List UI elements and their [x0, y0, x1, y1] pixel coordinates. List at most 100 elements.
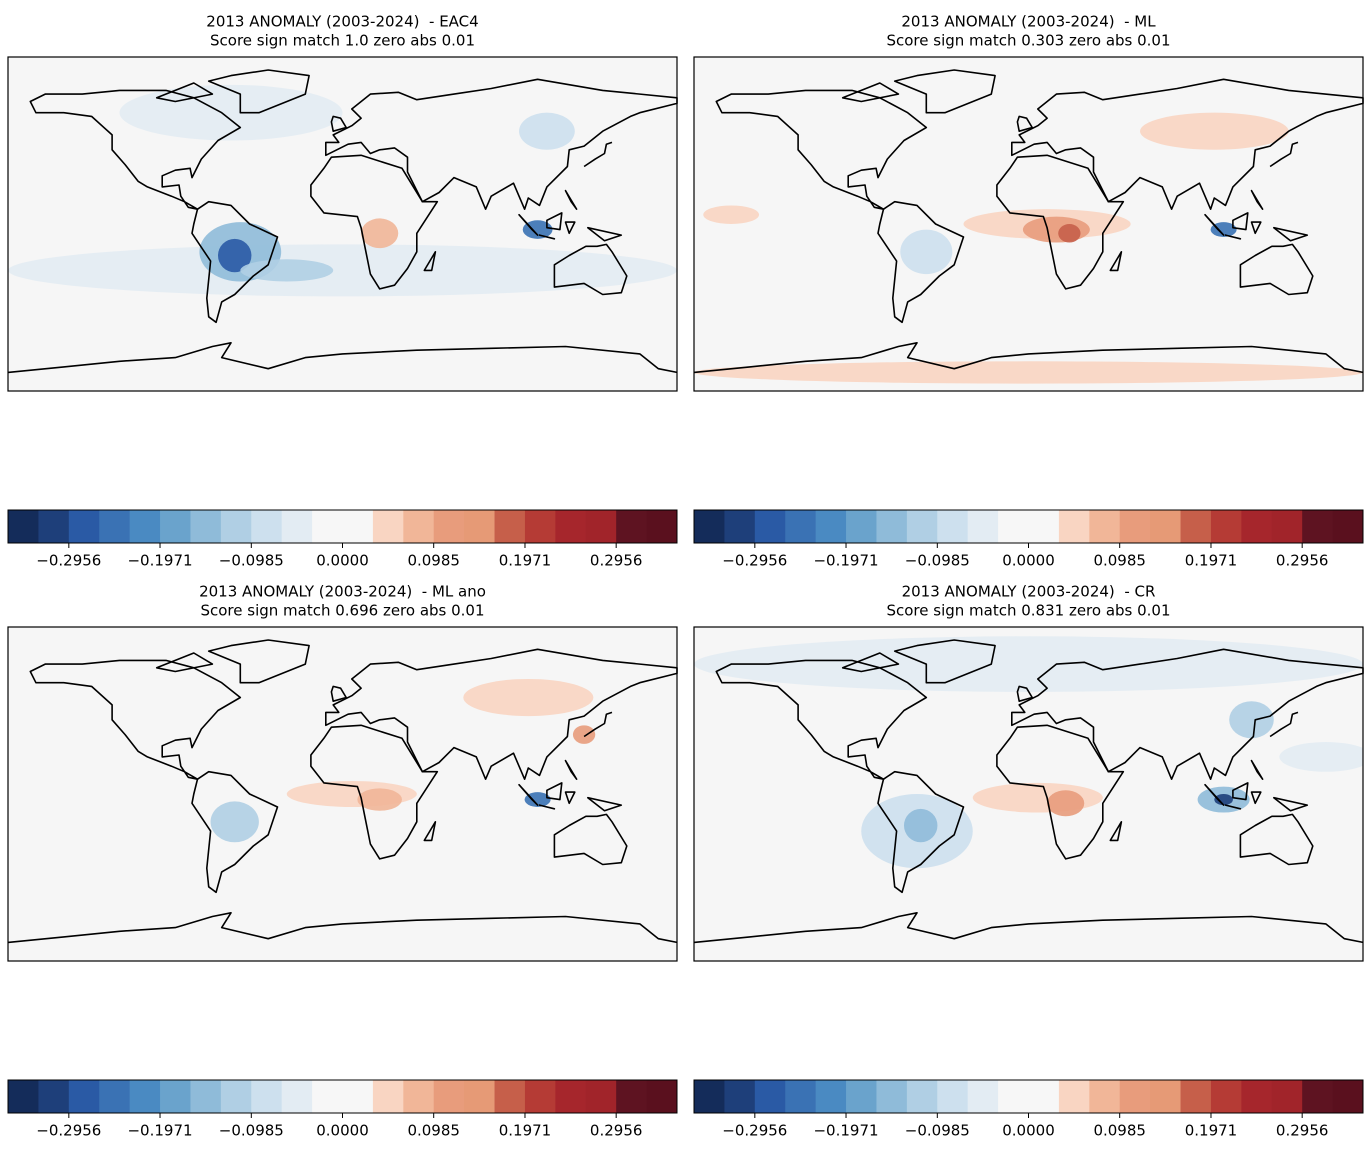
- coastline: [7, 342, 678, 374]
- coastline: [715, 659, 928, 780]
- anomaly-field: [210, 678, 596, 843]
- colorbar-tick-label: 0.2956: [1276, 1122, 1329, 1140]
- map: [7, 626, 678, 962]
- colorbar-segment: [99, 510, 131, 543]
- coastline: [1250, 189, 1264, 210]
- map-background: [8, 57, 677, 391]
- colorbar-segment: [190, 510, 222, 543]
- colorbar-segment: [906, 510, 938, 543]
- coastline: [546, 782, 563, 801]
- colorbar-tick-label: 0.0000: [1002, 1122, 1055, 1140]
- coastline: [553, 813, 628, 866]
- colorbar-segment: [68, 510, 100, 543]
- coastline: [841, 652, 900, 673]
- colorbar-tick-label: 0.0000: [1002, 552, 1055, 570]
- coastline: [564, 189, 578, 210]
- colorbar-segment: [129, 1080, 161, 1113]
- coastline: [325, 78, 678, 210]
- colorbar-segment: [99, 1080, 131, 1113]
- coastline: [1011, 78, 1364, 210]
- coastline: [564, 221, 576, 235]
- anomaly-region: [900, 229, 953, 275]
- colorbar-segment: [616, 510, 648, 543]
- anomaly-region: [1058, 224, 1081, 243]
- colorbar-segment: [1302, 1080, 1334, 1113]
- colorbar-segment: [38, 510, 70, 543]
- map-frame: [7, 56, 678, 392]
- colorbar-segment: [8, 1080, 39, 1113]
- anomaly-region: [903, 808, 938, 843]
- anomaly-region: [572, 725, 596, 744]
- colorbar-segment: [785, 510, 817, 543]
- anomaly-region: [1210, 222, 1237, 237]
- colorbar-segment: [1332, 510, 1364, 543]
- colorbar-segment: [937, 1080, 969, 1113]
- anomaly-region: [703, 205, 760, 225]
- panel-subtitle: Score sign match 1.0 zero abs 0.01: [210, 32, 475, 50]
- colorbar-segment: [1180, 1080, 1212, 1113]
- coastline: [518, 213, 539, 236]
- anomaly-region: [1279, 742, 1363, 772]
- map-frame: [693, 56, 1364, 392]
- coastline: [1204, 783, 1225, 806]
- colorbar-segment: [1210, 1080, 1242, 1113]
- coastline: [1250, 791, 1262, 805]
- colorbar-tick-label: 0.0985: [1093, 552, 1146, 570]
- colorbar-segment: [1302, 510, 1334, 543]
- colorbar-segment: [38, 1080, 70, 1113]
- colorbar-segment: [585, 1080, 617, 1113]
- colorbar-segment: [585, 510, 617, 543]
- coastline: [877, 770, 965, 894]
- colorbar-segment: [1271, 1080, 1303, 1113]
- colorbar-segment: [129, 510, 161, 543]
- colorbar-segment: [372, 1080, 404, 1113]
- colorbar-tick-label: 0.1971: [1185, 552, 1238, 570]
- panel-title: 2013 ANOMALY (2003-2024) - EAC4: [206, 13, 478, 31]
- coastline: [423, 821, 437, 842]
- coastline: [538, 804, 556, 810]
- colorbar-segment: [220, 1080, 252, 1113]
- colorbar-segment: [342, 1080, 374, 1113]
- colorbar-segment: [1089, 1080, 1121, 1113]
- colorbar-segment: [403, 1080, 435, 1113]
- colorbar-segment: [846, 1080, 877, 1113]
- coastline: [893, 639, 996, 684]
- colorbar-segment: [281, 510, 313, 543]
- panel-subtitle: Score sign match 0.696 zero abs 0.01: [200, 602, 484, 620]
- coastline: [1239, 813, 1314, 866]
- coastline: [518, 783, 539, 806]
- colorbar-segment: [372, 510, 404, 543]
- colorbar-segment: [754, 510, 786, 543]
- colorbar-segment: [906, 1080, 938, 1113]
- coastline: [1250, 221, 1262, 235]
- colorbar-segment: [694, 510, 725, 543]
- colorbar-tick-label: 0.0000: [316, 552, 369, 570]
- panel-subtitle: Score sign match 0.831 zero abs 0.01: [886, 602, 1170, 620]
- colorbar-tick-label: −0.2956: [36, 1122, 101, 1140]
- colorbar-tick-label: 0.2956: [590, 552, 643, 570]
- colorbar-segment: [815, 1080, 847, 1113]
- colorbar-segment: [494, 1080, 526, 1113]
- colorbar-segment: [1332, 1080, 1364, 1113]
- anomaly-field: [8, 84, 677, 297]
- colorbar-segment: [524, 510, 556, 543]
- colorbar-segment: [160, 1080, 191, 1113]
- anomaly-region: [8, 244, 677, 297]
- colorbar-segment: [724, 1080, 756, 1113]
- anomaly-region: [357, 788, 402, 811]
- coastline: [29, 89, 242, 210]
- colorbar-segment: [646, 1080, 678, 1113]
- colorbar-tick-label: −0.0985: [219, 552, 284, 570]
- coastline: [7, 912, 678, 944]
- anomaly-region: [524, 792, 551, 807]
- coastline: [330, 115, 347, 132]
- colorbar-segment: [967, 510, 999, 543]
- colorbar-segment: [1089, 510, 1121, 543]
- coastline: [693, 912, 1364, 944]
- coastline: [893, 69, 996, 114]
- coastline: [1204, 213, 1225, 236]
- coastline: [1273, 796, 1309, 812]
- colorbar-segment: [967, 1080, 999, 1113]
- coastline: [1109, 251, 1123, 272]
